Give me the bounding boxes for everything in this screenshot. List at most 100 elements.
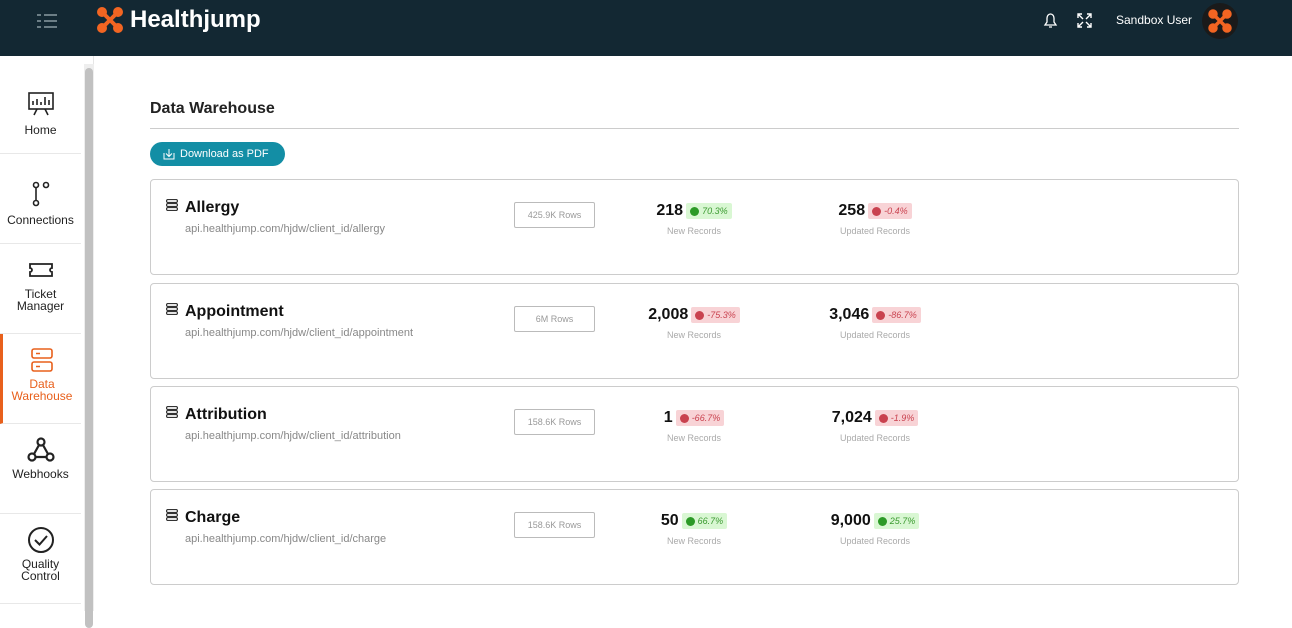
nav-icon: [28, 263, 53, 277]
change-badge: 70.3%: [686, 203, 732, 219]
change-value: -75.3%: [707, 310, 736, 320]
new-records: 218 70.3% New Records: [594, 202, 794, 236]
nav-item[interactable]: Connections: [0, 154, 81, 244]
nav-icon: [26, 437, 55, 462]
row-count: 6M Rows: [514, 306, 595, 332]
nav-label: Webhooks: [12, 467, 69, 481]
nav-item[interactable]: Quality Control: [0, 514, 81, 604]
record-count: 3,046: [829, 306, 870, 323]
stat-line: 50 66.7%: [594, 512, 794, 530]
nav-icon: [27, 92, 54, 116]
change-value: 70.3%: [702, 206, 728, 216]
table-icon: [166, 509, 178, 521]
logo-icon: [97, 7, 123, 33]
stat-label: New Records: [666, 433, 722, 444]
table-url: api.healthjump.com/hjdw/client_id/charge: [185, 533, 387, 545]
change-badge: -66.7%: [675, 410, 725, 426]
record-count: 218: [656, 202, 684, 219]
stat-line: 7,024 -1.9%: [775, 409, 975, 427]
stat-label: Updated Records: [839, 433, 911, 444]
change-icon: [878, 414, 888, 423]
nav-label: Data Warehouse: [11, 377, 73, 403]
change-value: 66.7%: [697, 516, 724, 526]
table-card: Appointment api.healthjump.com/hjdw/clien…: [150, 283, 1239, 379]
record-count: 7,024: [831, 409, 872, 426]
record-count: 1: [663, 409, 673, 426]
stat-label: Updated Records: [839, 536, 911, 547]
stat-line: 258 -0.4%: [775, 202, 975, 220]
fullscreen-icon[interactable]: [1077, 13, 1092, 28]
change-badge: -75.3%: [691, 307, 740, 323]
change-icon: [872, 207, 882, 216]
updated-records: 258 -0.4% Updated Records: [775, 202, 975, 236]
updated-records: 7,024 -1.9% Updated Records: [775, 409, 975, 443]
nav-item[interactable]: Ticket Manager: [0, 244, 81, 334]
change-value: -66.7%: [691, 413, 721, 423]
stat-line: 1 -66.7%: [594, 409, 794, 427]
table-name[interactable]: Allergy: [185, 199, 240, 216]
new-records: 50 66.7% New Records: [594, 512, 794, 546]
nav-item[interactable]: Data Warehouse: [0, 334, 81, 424]
stat-label: New Records: [666, 536, 722, 547]
nav-icon: [27, 527, 54, 553]
stat-line: 3,046 -86.7%: [775, 306, 975, 324]
sidebar: Home Connections Ticket Manager Data Wareho…: [0, 56, 94, 611]
table-url: api.healthjump.com/hjdw/client_id/allerg…: [185, 223, 385, 235]
nav-label: Home: [24, 123, 57, 137]
top-bar: Healthjump Sandbox User: [0, 0, 1292, 56]
row-count: 158.6K Rows: [514, 409, 595, 435]
change-badge: -0.4%: [868, 203, 912, 219]
avatar[interactable]: [1202, 3, 1238, 39]
change-icon: [679, 414, 689, 423]
notification-icon[interactable]: [1043, 12, 1058, 29]
record-count: 9,000: [830, 512, 871, 529]
table-name[interactable]: Appointment: [185, 303, 284, 320]
change-icon: [876, 311, 886, 320]
page-title: Data Warehouse: [150, 100, 275, 117]
nav-icon: [31, 348, 53, 372]
stat-label: New Records: [666, 226, 722, 237]
nav-item[interactable]: Webhooks: [0, 424, 81, 514]
change-value: -86.7%: [888, 310, 917, 320]
change-value: -0.4%: [884, 206, 908, 216]
table-card: Allergy api.healthjump.com/hjdw/client_id…: [150, 179, 1239, 275]
stat-label: Updated Records: [839, 330, 911, 341]
row-count: 425.9K Rows: [514, 202, 595, 228]
scroll-thumb[interactable]: [85, 68, 93, 628]
updated-records: 9,000 25.7% Updated Records: [775, 512, 975, 546]
nav-label: Ticket Manager: [16, 287, 65, 313]
record-count: 2,008: [648, 306, 689, 323]
download-button[interactable]: Download as PDF: [150, 142, 285, 166]
change-value: 25.7%: [889, 516, 916, 526]
change-icon: [877, 517, 887, 526]
table-icon: [166, 406, 178, 418]
table-name[interactable]: Attribution: [185, 406, 267, 423]
nav-label: Quality Control: [21, 557, 60, 583]
stat-label: New Records: [666, 330, 722, 341]
change-badge: 25.7%: [873, 513, 920, 529]
nav-label: Connections: [7, 213, 74, 227]
change-value: -1.9%: [890, 413, 915, 423]
table-url: api.healthjump.com/hjdw/client_id/appoin…: [185, 327, 414, 339]
change-badge: -1.9%: [874, 410, 919, 426]
change-icon: [695, 311, 705, 320]
user-name[interactable]: Sandbox User: [1116, 13, 1193, 27]
record-count: 50: [660, 512, 679, 529]
table-name[interactable]: Charge: [185, 509, 241, 526]
table-icon: [166, 199, 178, 211]
stat-line: 2,008 -75.3%: [594, 306, 794, 324]
button-label: Download as PDF: [180, 148, 269, 160]
table-url: api.healthjump.com/hjdw/client_id/attrib…: [185, 430, 401, 442]
divider: [150, 128, 1239, 129]
brand[interactable]: Healthjump: [130, 6, 261, 33]
table-icon: [166, 303, 178, 315]
stat-label: Updated Records: [839, 226, 911, 237]
change-icon: [690, 207, 700, 216]
stat-line: 218 70.3%: [594, 202, 794, 220]
menu-icon[interactable]: [37, 13, 57, 29]
scrollbar[interactable]: [84, 64, 94, 628]
download-icon: [163, 149, 175, 160]
table-card: Attribution api.healthjump.com/hjdw/clien…: [150, 386, 1239, 482]
nav-item[interactable]: Home: [0, 64, 81, 154]
